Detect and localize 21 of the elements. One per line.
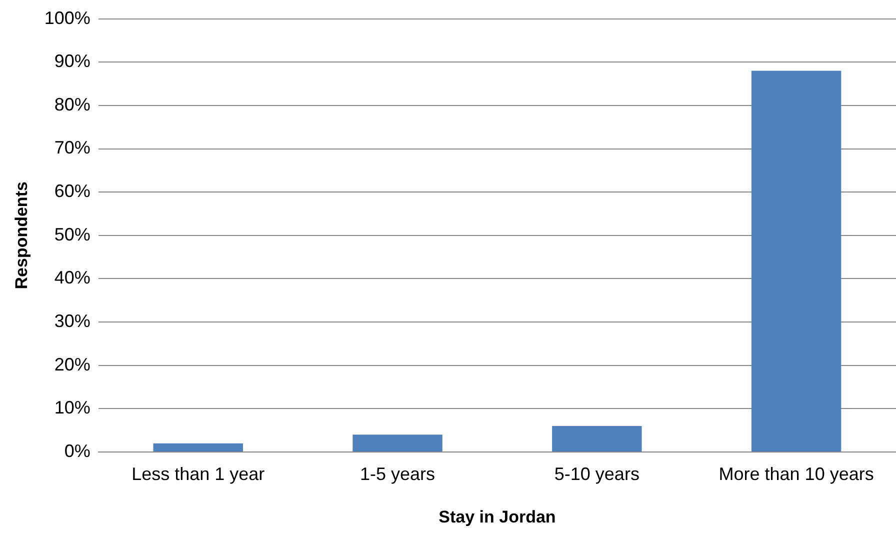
y-tick-label: 0% (64, 440, 90, 461)
y-tick-label: 30% (54, 311, 90, 332)
x-axis-title: Stay in Jordan (438, 507, 556, 526)
y-tick-label: 90% (54, 51, 90, 72)
y-tick-label: 50% (54, 224, 90, 244)
bar (751, 70, 842, 452)
y-tick-label: 70% (54, 138, 90, 158)
y-tick-label: 80% (54, 94, 90, 114)
bar (552, 426, 642, 452)
x-tick-label: 5-10 years (554, 464, 640, 484)
bar (153, 443, 243, 452)
y-axis-title: Respondents (12, 182, 31, 290)
y-tick-label: 20% (54, 354, 90, 374)
bar (352, 434, 442, 452)
y-tick-label: 10% (54, 398, 90, 418)
x-tick-label: Less than 1 year (132, 464, 265, 484)
y-tick-label: 40% (54, 268, 90, 288)
y-tick-label: 60% (54, 181, 90, 202)
x-tick-label: 1-5 years (360, 464, 436, 484)
x-tick-label: More than 10 years (718, 464, 874, 484)
y-tick-label: 100% (44, 8, 90, 28)
